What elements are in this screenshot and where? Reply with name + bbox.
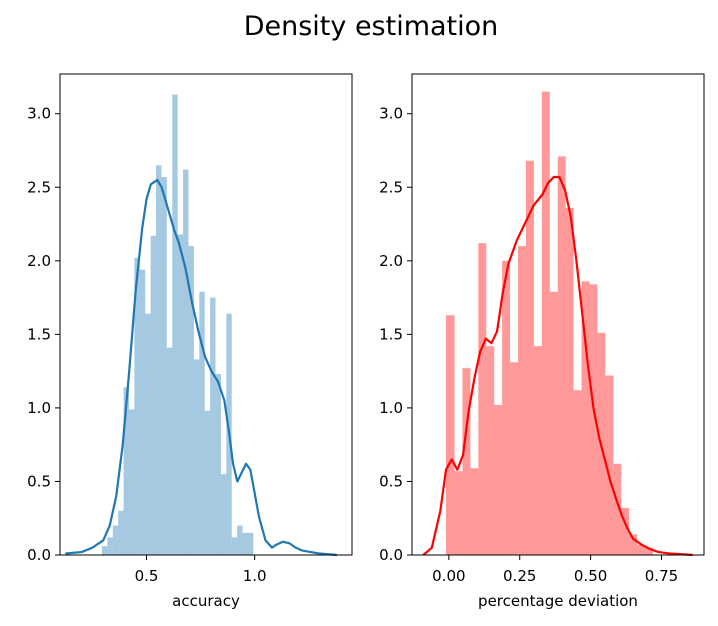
accuracy-histogram-bar-9 bbox=[150, 235, 157, 556]
percentage-deviation-density-panel: 0.0 0.5 1.0 1.5 2.0 2.5 3.0 0.00 0.25 0.50 0.75 per… bbox=[379, 73, 705, 610]
accuracy-histogram-bar-15 bbox=[183, 169, 189, 556]
percentage-deviation-histogram-bar-25 bbox=[645, 547, 653, 555]
percentage-deviation-histogram-bar-3 bbox=[470, 468, 479, 555]
percentage-deviation-histogram-bar-21 bbox=[613, 463, 622, 555]
percentage-deviation-histogram-bar-24 bbox=[637, 544, 646, 555]
percentage-deviation-kde-line bbox=[422, 175, 693, 557]
percentage-deviation-x-tick-label-3: 0.75 bbox=[645, 567, 678, 585]
percentage-deviation-histogram-bar-11 bbox=[533, 346, 542, 555]
accuracy-histogram-bar-8 bbox=[145, 313, 151, 555]
accuracy-histogram-bar-22 bbox=[220, 474, 227, 555]
percentage-deviation-histogram-bar-20 bbox=[605, 375, 614, 555]
accuracy-histogram-bar-12 bbox=[166, 347, 173, 555]
accuracy-x-tick-label-1: 1.0 bbox=[243, 567, 267, 585]
accuracy-histogram-bar-17 bbox=[193, 359, 200, 555]
accuracy-histogram-bar-24 bbox=[231, 537, 238, 555]
accuracy-histogram-bar-16 bbox=[188, 246, 194, 555]
percentage-deviation-y-tick-label-4: 2.0 bbox=[379, 252, 403, 270]
accuracy-y-tick-label-5: 2.5 bbox=[27, 178, 51, 196]
percentage-deviation-x-tick-label-0: 0.00 bbox=[432, 567, 465, 585]
accuracy-histogram-bar-6 bbox=[134, 257, 140, 555]
accuracy-histogram-bar-27 bbox=[247, 532, 254, 555]
accuracy-y-tick-label-1: 0.5 bbox=[27, 472, 51, 490]
accuracy-kde-line bbox=[65, 178, 337, 557]
accuracy-histogram-bar-19 bbox=[204, 410, 211, 555]
percentage-deviation-histogram-bar-7 bbox=[502, 260, 511, 555]
accuracy-x-axis-label: accuracy bbox=[172, 592, 240, 610]
percentage-deviation-y-tick-label-0: 0.0 bbox=[379, 546, 403, 564]
accuracy-histogram-bar-20 bbox=[210, 297, 216, 555]
percentage-deviation-y-tick-label-2: 1.0 bbox=[379, 399, 403, 417]
percentage-deviation-x-tick-label-1: 0.25 bbox=[503, 567, 536, 585]
percentage-deviation-x-axis-label: percentage deviation bbox=[478, 592, 638, 610]
accuracy-histogram-bar-26 bbox=[242, 532, 248, 555]
percentage-deviation-histogram-bar-17 bbox=[581, 281, 590, 555]
accuracy-histogram-bar-0 bbox=[101, 546, 108, 555]
percentage-deviation-histogram-bar-14 bbox=[557, 156, 566, 555]
accuracy-y-tick-label-2: 1.0 bbox=[27, 399, 51, 417]
percentage-deviation-y-tick-label-6: 3.0 bbox=[379, 105, 403, 123]
percentage-deviation-histogram-bar-22 bbox=[621, 507, 630, 555]
accuracy-histogram-bar-14 bbox=[177, 234, 184, 555]
percentage-deviation-y-tick-label-1: 0.5 bbox=[379, 472, 403, 490]
accuracy-histogram-bar-2 bbox=[112, 525, 119, 555]
percentage-deviation-y-tick-label-5: 2.5 bbox=[379, 178, 403, 196]
percentage-deviation-axes-frame bbox=[411, 73, 705, 556]
percentage-deviation-histogram-bar-13 bbox=[549, 291, 558, 555]
accuracy-histogram-bar-3 bbox=[118, 510, 124, 555]
percentage-deviation-x-tick-label-2: 0.50 bbox=[574, 567, 607, 585]
percentage-deviation-histogram-bar-9 bbox=[518, 246, 526, 555]
accuracy-histogram-bar-18 bbox=[199, 291, 205, 555]
percentage-deviation-histogram-bar-18 bbox=[589, 284, 598, 555]
accuracy-x-tick-label-0: 0.5 bbox=[135, 567, 159, 585]
percentage-deviation-histogram-bar-10 bbox=[525, 160, 534, 556]
accuracy-histogram-bar-13 bbox=[172, 94, 178, 555]
accuracy-y-tick-label-0: 0.0 bbox=[27, 546, 51, 564]
accuracy-axes-frame bbox=[59, 73, 353, 556]
accuracy-y-tick-label-4: 2.0 bbox=[27, 252, 51, 270]
percentage-deviation-histogram-bar-5 bbox=[486, 346, 495, 555]
accuracy-histogram-bar-10 bbox=[156, 165, 162, 555]
accuracy-histogram-bar-7 bbox=[139, 269, 146, 555]
accuracy-histogram-bar-5 bbox=[129, 409, 135, 555]
percentage-deviation-histogram-bar-0 bbox=[446, 315, 455, 555]
accuracy-histogram-bar-1 bbox=[107, 537, 113, 555]
percentage-deviation-histogram-bar-16 bbox=[573, 390, 582, 555]
accuracy-histogram-bar-4 bbox=[123, 387, 129, 555]
percentage-deviation-histogram-bar-15 bbox=[565, 207, 574, 556]
percentage-deviation-histogram-bar-6 bbox=[494, 404, 503, 555]
accuracy-y-tick-label-6: 3.0 bbox=[27, 105, 51, 123]
percentage-deviation-histogram-bar-4 bbox=[478, 243, 487, 555]
accuracy-histogram-bar-25 bbox=[237, 525, 243, 555]
accuracy-y-tick-label-3: 1.5 bbox=[27, 325, 51, 343]
figure-title: Density estimation bbox=[244, 11, 499, 42]
accuracy-histogram-bar-11 bbox=[161, 176, 167, 555]
percentage-deviation-histogram-bar-1 bbox=[454, 471, 463, 555]
percentage-deviation-histogram-bar-2 bbox=[462, 368, 471, 555]
percentage-deviation-histogram-bar-23 bbox=[629, 534, 638, 555]
percentage-deviation-histogram-bar-12 bbox=[541, 91, 550, 556]
accuracy-histogram-bar-21 bbox=[215, 374, 221, 555]
percentage-deviation-y-tick-label-3: 1.5 bbox=[379, 325, 403, 343]
percentage-deviation-histogram-bar-8 bbox=[510, 362, 519, 555]
